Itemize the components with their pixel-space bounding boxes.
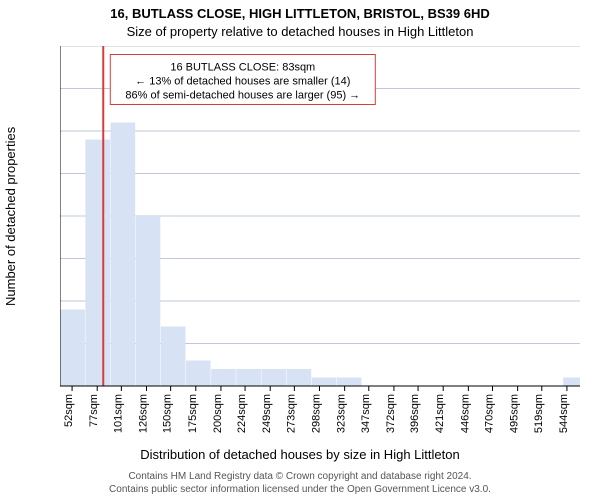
bar (60, 310, 85, 387)
callout-line: 16 BUTLASS CLOSE: 83sqm (170, 62, 315, 74)
x-tick-label: 519sqm (533, 394, 545, 433)
chart-plot: 16 BUTLASS CLOSE: 83sqm ← 13% of detached… (60, 46, 580, 446)
x-tick-label: 200sqm (212, 394, 224, 433)
bar (563, 378, 580, 387)
footer-line2: Contains public sector information licen… (0, 484, 600, 497)
callout-line: ← 13% of detached houses are smaller (14… (135, 76, 350, 88)
bar (312, 378, 337, 387)
x-tick-label: 372sqm (385, 394, 397, 433)
x-tick-label: 421sqm (434, 394, 446, 433)
x-tick-label: 101sqm (112, 394, 124, 433)
bar (85, 140, 110, 387)
bar (236, 369, 261, 386)
x-tick-label: 150sqm (162, 394, 174, 433)
bar (337, 378, 362, 387)
chart-footer: Contains HM Land Registry data © Crown c… (0, 471, 600, 496)
bar (136, 216, 161, 386)
x-tick-label: 323sqm (336, 394, 348, 433)
bar (161, 327, 186, 387)
footer-line1: Contains HM Land Registry data © Crown c… (0, 471, 600, 484)
chart-title-line2: Size of property relative to detached ho… (0, 24, 600, 39)
x-tick-label: 396sqm (409, 394, 421, 433)
bar (186, 361, 211, 387)
x-tick-label: 175sqm (187, 394, 199, 433)
x-tick-label: 126sqm (137, 394, 149, 433)
x-tick-label: 249sqm (261, 394, 273, 433)
bar (287, 369, 312, 386)
x-tick-label: 273sqm (285, 394, 297, 433)
chart-title-line1: 16, BUTLASS CLOSE, HIGH LITTLETON, BRIST… (0, 6, 600, 21)
bar (211, 369, 236, 386)
bar (261, 369, 286, 386)
bar (111, 123, 136, 387)
x-tick-label: 446sqm (459, 394, 471, 433)
histogram-bars (60, 123, 580, 387)
x-tick-label: 347sqm (360, 394, 372, 433)
x-tick-label: 298sqm (310, 394, 322, 433)
x-axis-label: Distribution of detached houses by size … (0, 447, 600, 462)
x-tick-label: 495sqm (509, 394, 521, 433)
x-tick-label: 544sqm (558, 394, 570, 433)
x-tick-label: 52sqm (63, 394, 75, 427)
callout-line: 86% of semi-detached houses are larger (… (125, 90, 360, 102)
x-tick-label: 77sqm (88, 394, 100, 427)
x-tick-label: 224sqm (236, 394, 248, 433)
y-axis-label: Number of detached properties (3, 126, 18, 305)
x-tick-label: 470sqm (483, 394, 495, 433)
